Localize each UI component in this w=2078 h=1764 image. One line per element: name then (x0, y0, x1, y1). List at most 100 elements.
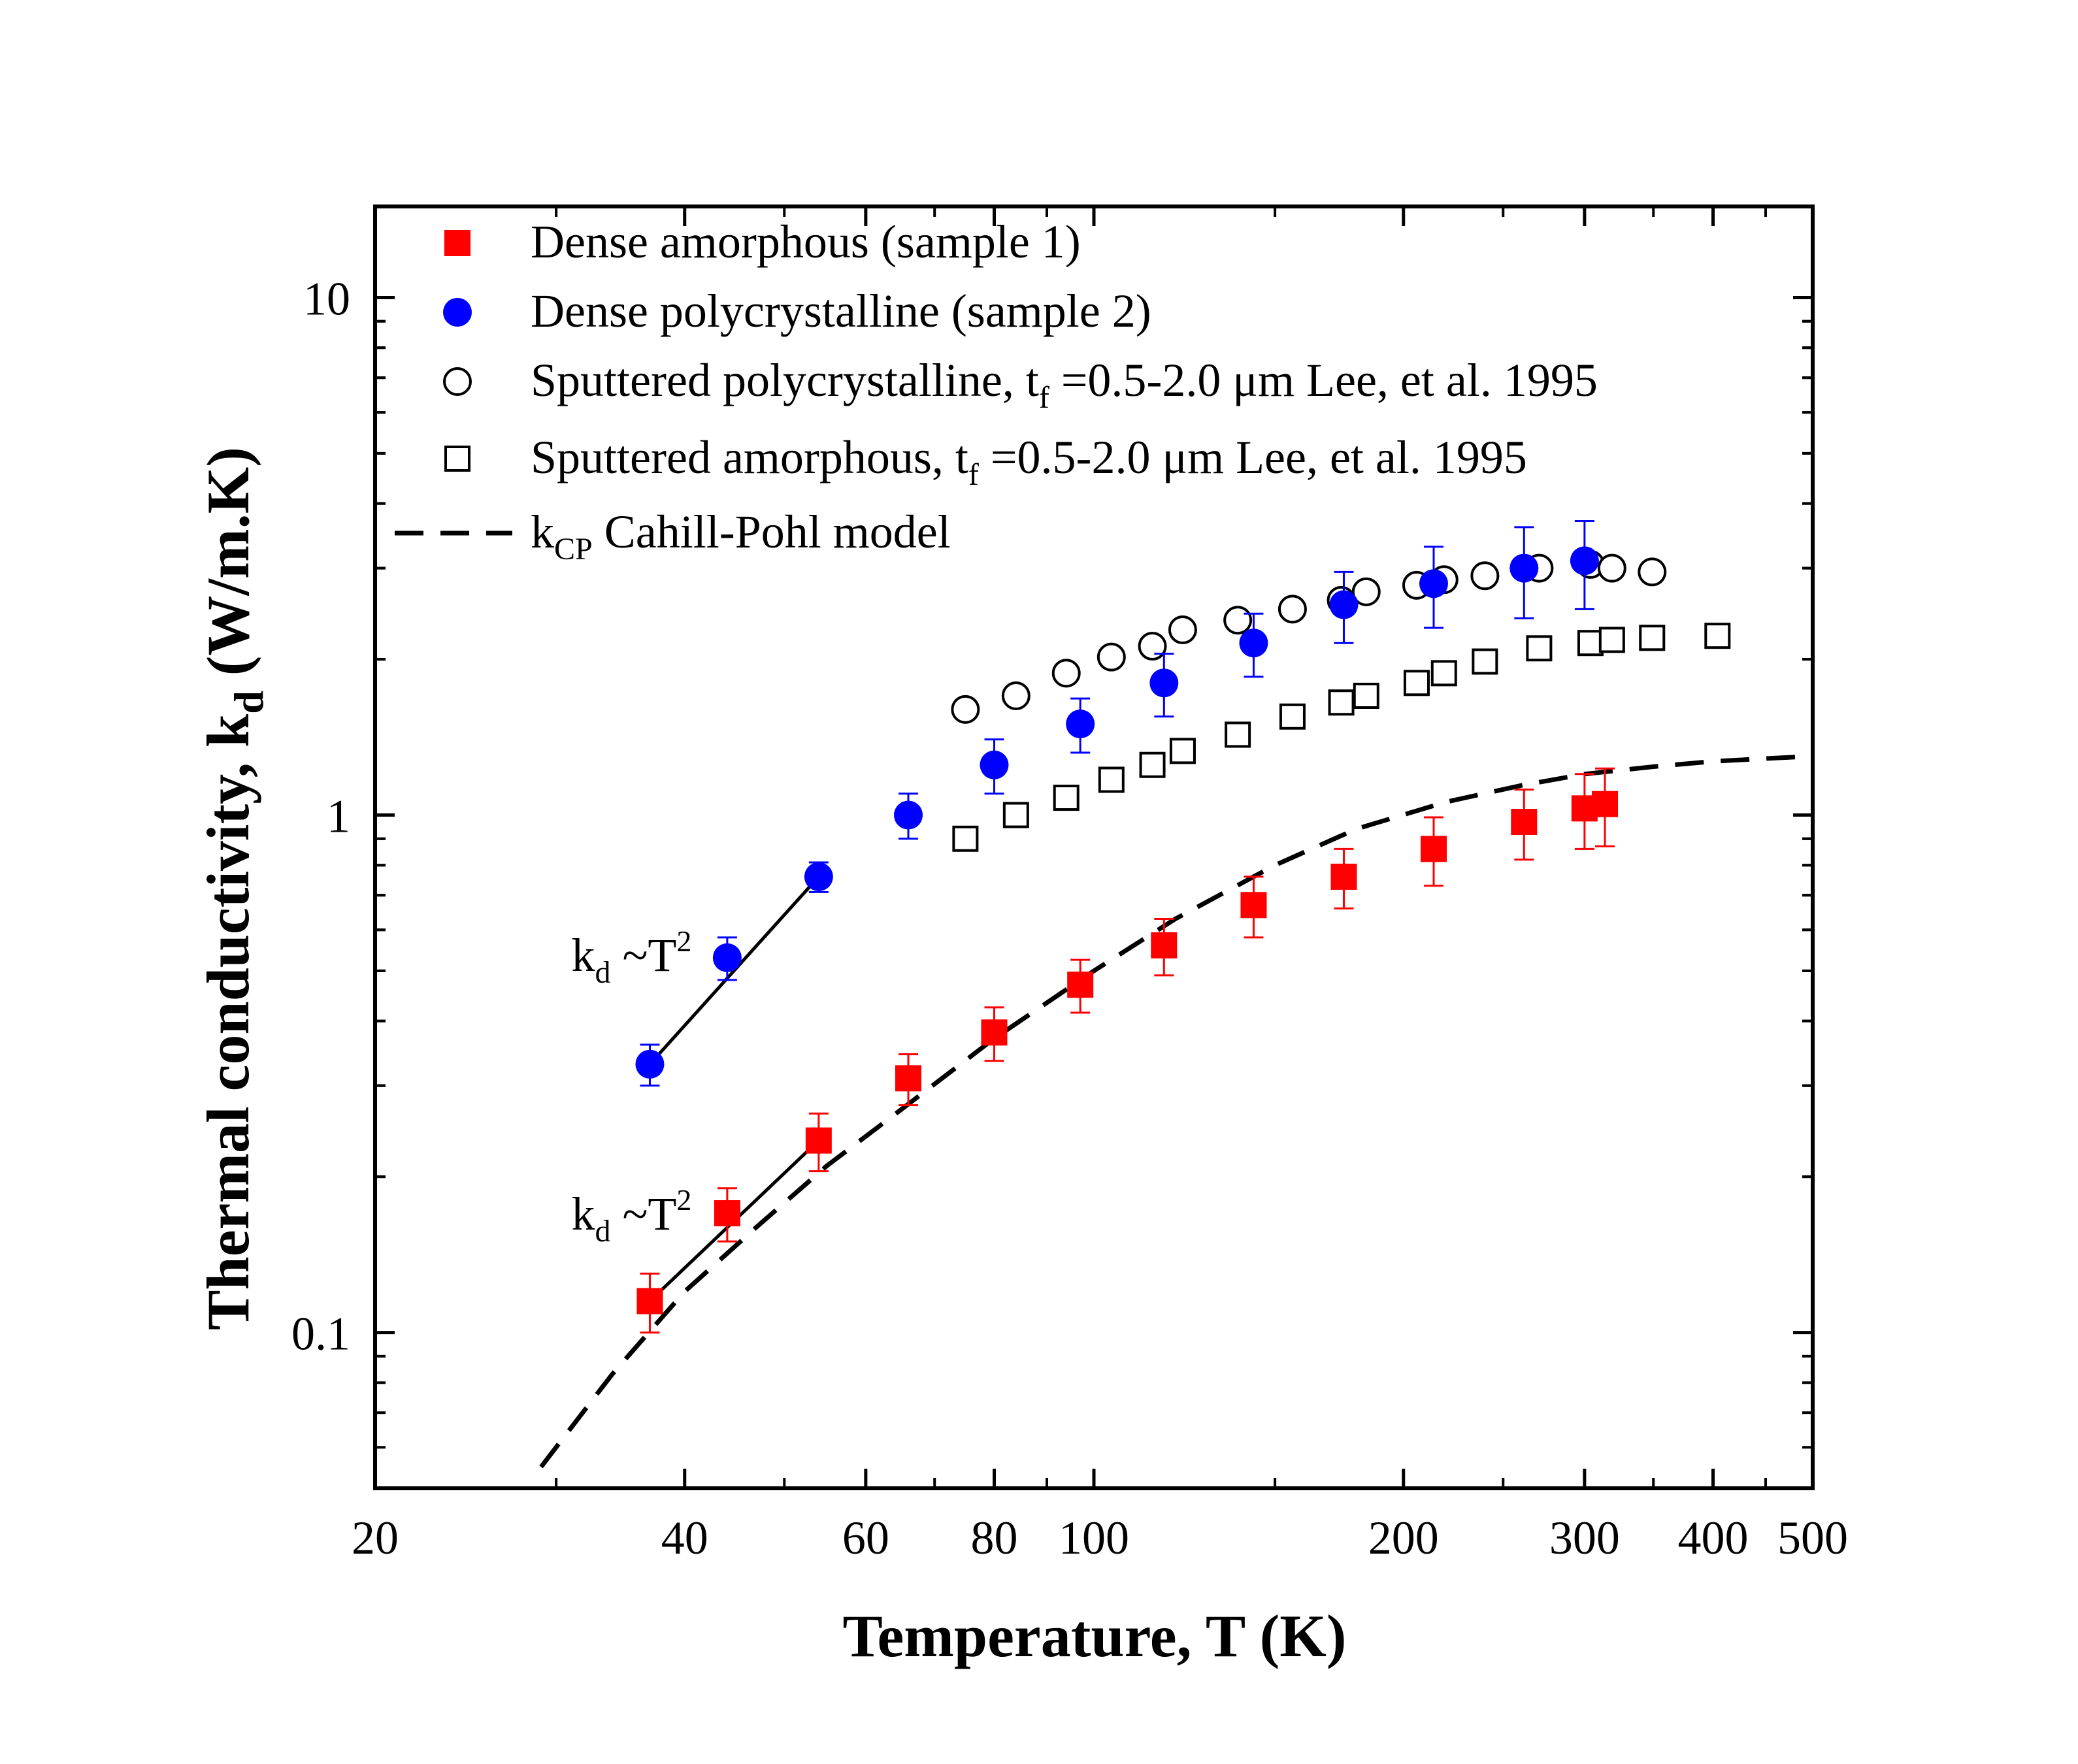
sputtered-polycrystalline-point (1097, 642, 1126, 672)
kd-t2-annotation-red-mid: ~T (610, 1188, 676, 1240)
dense-polycrystalline-point (1509, 553, 1539, 583)
dense-amorphous-point (1420, 836, 1447, 862)
legend-label-rest: Cahill-Pohl model (593, 506, 951, 558)
dense-amorphous-point (1330, 863, 1357, 890)
x-tick-label: 200 (1368, 1512, 1439, 1564)
kd-t2-annotation-blue-sub: d (595, 955, 610, 990)
legend-label-main: k (531, 506, 554, 558)
legend-swatch-sputtered-polycrystalline (443, 367, 472, 396)
sputtered-amorphous-point (1577, 630, 1604, 657)
dense-amorphous-point (1240, 892, 1267, 919)
dense-polycrystalline-point (980, 750, 1009, 779)
sputtered-polycrystalline-point (1001, 681, 1031, 710)
y-tick-label: 10 (303, 272, 350, 325)
x-tick-label: 20 (352, 1512, 399, 1564)
sputtered-polycrystalline-point (1138, 632, 1167, 661)
sputtered-amorphous-point (1139, 751, 1166, 778)
legend-label-subscript: f (1039, 380, 1049, 415)
sputtered-polycrystalline-point (1051, 659, 1081, 688)
kd-t2-annotation-blue-sup: 2 (676, 924, 691, 958)
dense-amorphous-point (1067, 972, 1094, 998)
legend-swatch-sputtered-amorphous (444, 446, 470, 472)
legend-label-main: Sputtered amorphous, t (531, 431, 968, 483)
sputtered-amorphous-point (1002, 802, 1029, 828)
legend-label-rest: =0.5-2.0 μm Lee, et al. 1995 (1049, 354, 1598, 406)
sputtered-amorphous-point (1472, 648, 1498, 675)
dense-polycrystalline-point (894, 800, 923, 830)
sputtered-polycrystalline-point (1168, 615, 1197, 645)
x-tick-label: 400 (1677, 1512, 1748, 1564)
x-axis-title: Temperature, T (K) (843, 1603, 1347, 1669)
x-tick-label: 100 (1059, 1512, 1129, 1564)
sputtered-polycrystalline-point (1597, 553, 1626, 583)
sputtered-polycrystalline-point (1278, 595, 1307, 624)
dense-polycrystalline-point (804, 862, 833, 891)
legend-label-rest: =0.5-2.0 μm Lee, et al. 1995 (979, 431, 1527, 483)
kd-t2-annotation-red-k: k (571, 1188, 595, 1240)
y-axis-title-subscript: d (225, 691, 272, 714)
y-axis-title-unit: (W/m.K) (195, 447, 261, 691)
sputtered-amorphous-point (1328, 689, 1355, 716)
sputtered-amorphous-point (952, 825, 979, 852)
legend-label-subscript: CP (554, 532, 593, 566)
kd-t2-annotation-red-sub: d (595, 1214, 610, 1249)
sputtered-amorphous-series (952, 623, 1731, 852)
kd-t2-annotation-blue: kd ~T2 (571, 924, 691, 990)
x-tick-label: 40 (661, 1512, 708, 1564)
legend-label-dense-polycrystalline: Dense polycrystalline (sample 2) (531, 285, 1151, 337)
sputtered-polycrystalline-point (951, 694, 980, 724)
y-axis-title: Thermal conductivity, kd (W/m.K) (195, 447, 272, 1330)
legend-label-sputtered-amorphous: Sputtered amorphous, tf =0.5-2.0 μm Lee,… (531, 431, 1527, 492)
legend-label-sputtered-polycrystalline: Sputtered polycrystalline, tf =0.5-2.0 μ… (531, 354, 1598, 415)
y-tick-label: 0.1 (291, 1308, 350, 1360)
plot-content (539, 519, 1813, 1469)
sputtered-amorphous-point (1169, 738, 1196, 764)
dense-amorphous-point (1511, 808, 1538, 835)
dense-amorphous-point (981, 1019, 1008, 1046)
legend: Dense amorphous (sample 1) Dense polycrys… (395, 216, 1598, 566)
sputtered-polycrystalline-point (1470, 561, 1500, 591)
sputtered-polycrystalline-point (1638, 557, 1667, 587)
y-axis-title-main: Thermal conductivity, k (195, 713, 261, 1330)
legend-label-dense-amorphous: Dense amorphous (sample 1) (531, 216, 1081, 268)
x-tick-label: 300 (1549, 1512, 1620, 1564)
sputtered-polycrystalline-point (1223, 606, 1253, 635)
cahill-pohl-model-curve (539, 753, 1813, 1469)
kd-t2-annotation-red-sup: 2 (676, 1183, 691, 1217)
sputtered-amorphous-point (1598, 627, 1625, 653)
sputtered-amorphous-point (1279, 703, 1306, 730)
legend-swatch-dense-amorphous (444, 230, 470, 256)
dense-polycrystalline-point (1149, 668, 1179, 698)
sputtered-amorphous-point (1353, 682, 1379, 709)
legend-label-main: Dense amorphous (sample 1) (531, 216, 1081, 268)
legend-label-main: Dense polycrystalline (sample 2) (531, 285, 1151, 337)
sputtered-amorphous-point (1225, 721, 1251, 748)
x-tick-label: 60 (842, 1512, 889, 1564)
kd-t2-annotation-red: kd ~T2 (571, 1183, 691, 1249)
y-tick-label: 1 (327, 791, 350, 843)
kd-t2-annotation-blue-mid: ~T (610, 929, 676, 981)
kd-t2-annotation-blue-k: k (571, 929, 595, 981)
kd-T2-fit-blue (648, 875, 820, 1066)
dense-polycrystalline-point (1570, 546, 1599, 576)
x-tick-label: 500 (1777, 1512, 1848, 1564)
legend-label-cahill-pohl-model: kCP Cahill-Pohl model (531, 506, 951, 566)
dense-amorphous-point (1592, 791, 1619, 817)
dense-amorphous-point (1151, 932, 1178, 958)
dense-polycrystalline-series (635, 519, 1599, 1087)
dense-polycrystalline-point (1419, 569, 1448, 598)
sputtered-amorphous-point (1639, 625, 1666, 651)
dense-polycrystalline-point (1239, 629, 1268, 658)
sputtered-polycrystalline-point (1351, 577, 1381, 606)
axes: 20 40 60 80 100 200 300 400 500 0.1 1 10 (291, 204, 1848, 1564)
dense-amorphous-point (895, 1065, 922, 1092)
sputtered-amorphous-point (1526, 635, 1553, 662)
dense-amorphous-point (805, 1127, 832, 1154)
legend-label-subscript: f (968, 457, 979, 492)
sputtered-amorphous-point (1053, 785, 1080, 811)
legend-label-main: Sputtered polycrystalline, t (531, 354, 1039, 406)
dense-polycrystalline-point (1066, 710, 1095, 739)
x-tick-label: 80 (970, 1512, 1017, 1564)
dense-amorphous-point (714, 1200, 740, 1227)
